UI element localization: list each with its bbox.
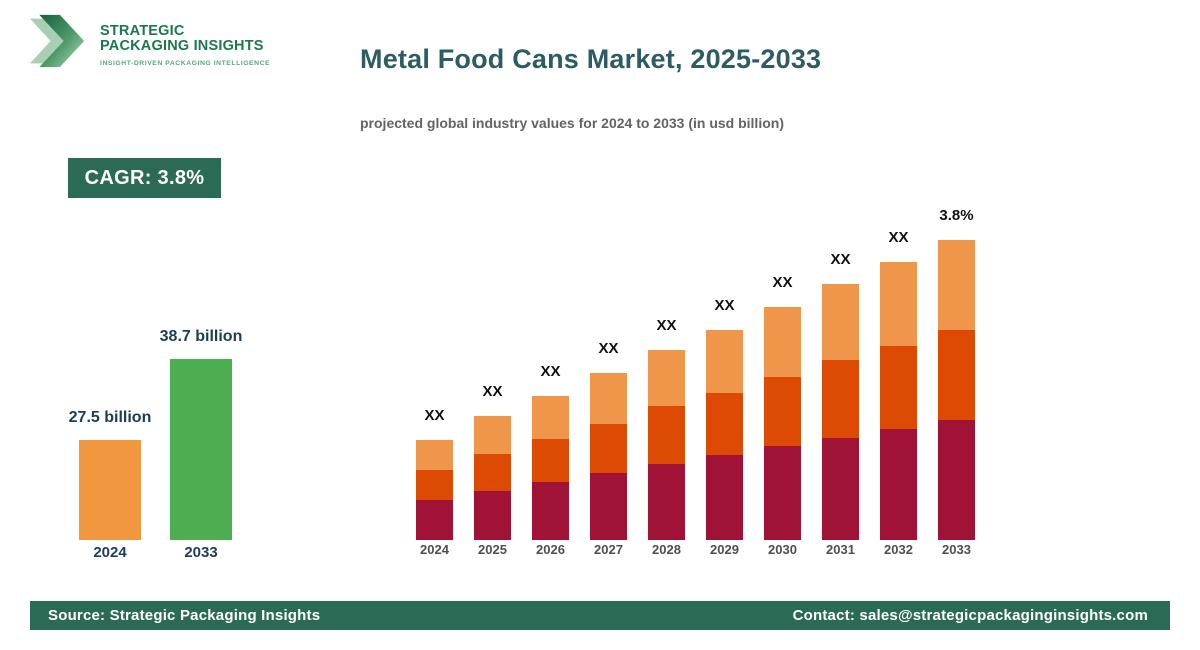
stacked-bar-segment-segment-top (938, 240, 975, 330)
stacked-bar-chart: XX 2024 XX 2025 XX 2026 XX 2027 XX 2028 XX 2029 XX 20… (416, 207, 975, 558)
summary-bar-column: 38.7 billion 2033 (160, 328, 243, 562)
stacked-bar-segment-segment-top (822, 284, 859, 360)
stacked-bar-segment-segment-middle (474, 454, 511, 491)
stacked-bar-segment-segment-top (590, 373, 627, 424)
stacked-bar-value-label: XX (424, 407, 445, 424)
logo-tagline: INSIGHT-DRIVEN PACKAGING INTELLIGENCE (100, 60, 271, 67)
footer-source: Source: Strategic Packaging Insights (48, 607, 321, 624)
stacked-bar-segment-segment-middle (416, 470, 453, 500)
stacked-bar-column: XX 2031 (822, 251, 859, 558)
summary-bar-year-label: 2033 (184, 544, 218, 561)
stacked-bar-segment-segment-bottom (764, 446, 801, 540)
summary-bar-column: 27.5 billion 2024 (69, 409, 152, 562)
stacked-bar-segment-segment-bottom (416, 500, 453, 540)
stacked-bar-year-label: 2026 (536, 542, 565, 557)
stacked-bar-segment-segment-bottom (648, 464, 685, 540)
stacked-bar-segment-segment-top (764, 307, 801, 377)
stacked-bar-segment-segment-top (706, 330, 743, 393)
stacked-bar-segment-segment-middle (706, 393, 743, 455)
stacked-bar-segment-segment-top (532, 396, 569, 439)
stacked-bar-segment-segment-middle (880, 346, 917, 429)
logo-name-line2: PACKAGING INSIGHTS (100, 38, 264, 54)
stacked-bar-year-label: 2025 (478, 542, 507, 557)
stacked-bar-segment-segment-bottom (590, 473, 627, 540)
summary-bar-chart: 27.5 billion 2024 38.7 billion 2033 (69, 328, 243, 562)
stacked-bar-value-label: XX (830, 251, 851, 268)
summary-bar (79, 440, 141, 540)
stacked-bar (880, 262, 917, 540)
stacked-bar (938, 240, 975, 540)
stacked-bar (764, 307, 801, 540)
stacked-bar-segment-segment-top (648, 350, 685, 406)
stacked-bar-value-label: XX (772, 274, 793, 291)
stacked-bar-value-label: 3.8% (939, 207, 974, 224)
logo-text: STRATEGIC PACKAGING INSIGHTS INSIGHT-DRI… (100, 12, 271, 68)
page-subtitle: projected global industry values for 202… (360, 115, 784, 131)
stacked-bar-value-label: XX (888, 229, 909, 246)
stacked-bar-year-label: 2028 (652, 542, 681, 557)
stacked-bar-value-label: XX (656, 317, 677, 334)
stacked-bar-segment-segment-bottom (822, 438, 859, 540)
stacked-bar (648, 350, 685, 540)
summary-bar (170, 359, 232, 540)
stacked-bar-year-label: 2030 (768, 542, 797, 557)
stacked-bar-segment-segment-bottom (532, 482, 569, 540)
logo-chevron-icon (30, 14, 85, 68)
stacked-bar (474, 416, 511, 540)
stacked-bar (532, 396, 569, 540)
cagr-badge: CAGR: 3.8% (68, 158, 221, 198)
summary-bar-year-label: 2024 (93, 544, 127, 561)
stacked-bar-segment-segment-middle (822, 360, 859, 438)
stacked-bar-segment-segment-bottom (474, 491, 511, 540)
stacked-bar (822, 284, 859, 540)
stacked-bar-year-label: 2031 (826, 542, 855, 557)
stacked-bar-segment-segment-bottom (880, 429, 917, 540)
stacked-bar (416, 440, 453, 540)
summary-bar-value-label: 38.7 billion (159, 328, 243, 345)
stacked-bar-column: 3.8% 2033 (938, 207, 975, 558)
stacked-bar-year-label: 2027 (594, 542, 623, 557)
logo: STRATEGIC PACKAGING INSIGHTS INSIGHT-DRI… (30, 12, 270, 70)
stacked-bar-year-label: 2029 (710, 542, 739, 557)
footer-bar: Source: Strategic Packaging Insights Con… (30, 601, 1170, 630)
stacked-bar-segment-segment-middle (938, 330, 975, 420)
logo-name-line1: STRATEGIC (100, 23, 185, 39)
stacked-bar-value-label: XX (540, 363, 561, 380)
stacked-bar-column: XX 2025 (474, 383, 511, 558)
stacked-bar-column: XX 2027 (590, 340, 627, 558)
summary-bar-value-label: 27.5 billion (68, 409, 152, 426)
stacked-bar-column: XX 2032 (880, 229, 917, 558)
stacked-bar-segment-segment-middle (532, 439, 569, 482)
stacked-bar-segment-segment-top (416, 440, 453, 470)
stacked-bar-column: XX 2030 (764, 274, 801, 558)
stacked-bar-segment-segment-middle (648, 406, 685, 464)
stacked-bar (590, 373, 627, 540)
stacked-bar-column: XX 2029 (706, 297, 743, 558)
stacked-bar-segment-segment-bottom (938, 420, 975, 540)
stacked-bar-column: XX 2026 (532, 363, 569, 558)
stacked-bar-value-label: XX (482, 383, 503, 400)
stacked-bar-year-label: 2024 (420, 542, 449, 557)
stacked-bar-value-label: XX (714, 297, 735, 314)
stacked-bar-segment-segment-middle (764, 377, 801, 446)
stacked-bar-segment-segment-middle (590, 424, 627, 473)
stacked-bar (706, 330, 743, 540)
logo-name: STRATEGIC PACKAGING INSIGHTS (100, 24, 270, 54)
footer-contact: Contact: sales@strategicpackaginginsight… (792, 607, 1148, 624)
stacked-bar-segment-segment-bottom (706, 455, 743, 540)
stacked-bar-year-label: 2032 (884, 542, 913, 557)
stacked-bar-value-label: XX (598, 340, 619, 357)
stacked-bar-segment-segment-top (880, 262, 917, 346)
page-title: Metal Food Cans Market, 2025-2033 (360, 44, 822, 74)
stacked-bar-segment-segment-top (474, 416, 511, 454)
stacked-bar-year-label: 2033 (942, 542, 971, 557)
stacked-bar-column: XX 2024 (416, 407, 453, 558)
stacked-bar-column: XX 2028 (648, 317, 685, 558)
